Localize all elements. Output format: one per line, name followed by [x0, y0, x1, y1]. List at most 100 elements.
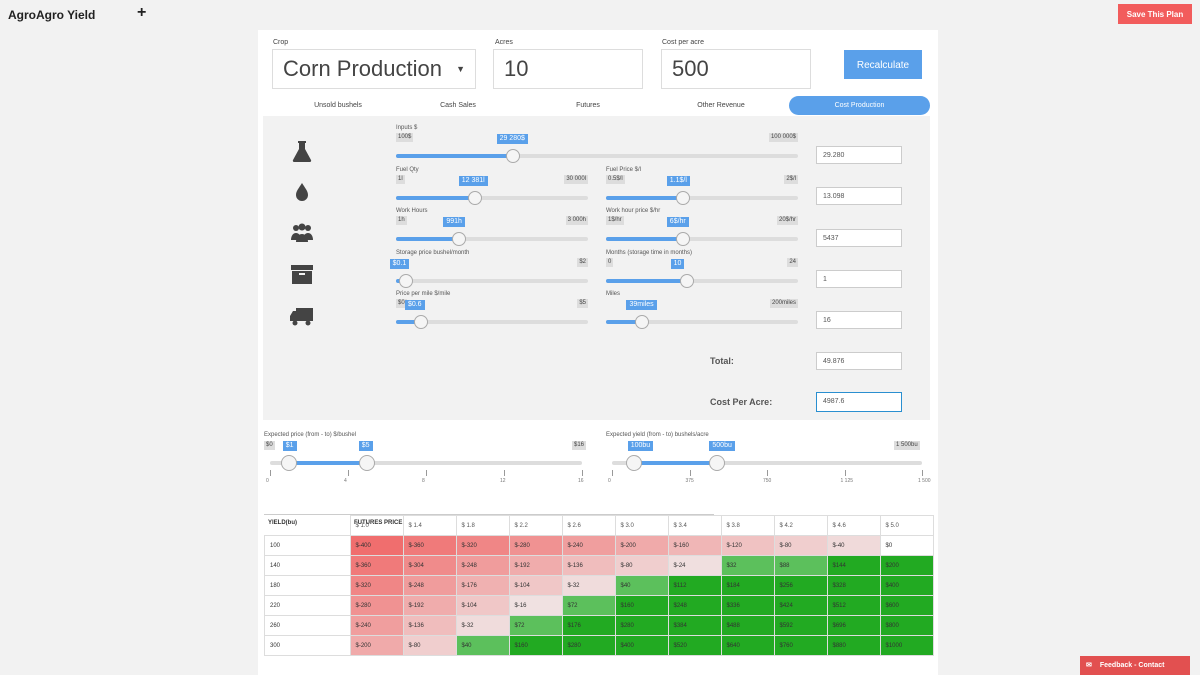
feedback-contact-button[interactable]: ✉ Feedback - Contact	[1080, 656, 1190, 675]
cost-per-acre-field[interactable]: 4987.6	[816, 392, 902, 412]
tab-cash-sales[interactable]: Cash Sales	[440, 102, 476, 109]
acres-input[interactable]: 10	[493, 49, 643, 89]
expected-price-tick-label: 12	[500, 478, 506, 484]
expected-price-tick-label: 8	[422, 478, 425, 484]
expected-yield-from-handle[interactable]	[625, 455, 642, 471]
expected-yield-tick	[922, 470, 923, 476]
top-bar: AgroAgro Yield + Save This Plan	[0, 0, 1200, 30]
fuel-total-field[interactable]: 13.098	[816, 187, 902, 205]
work-total-field[interactable]: 5437	[816, 229, 902, 247]
expected-price-to-handle[interactable]	[358, 455, 375, 471]
expected-price-to-value: $5	[358, 441, 373, 451]
total-field[interactable]: 49.876	[816, 352, 902, 370]
profit-cell: $-248	[455, 555, 510, 576]
expected-price-tick-label: 4	[344, 478, 347, 484]
miles-slider-handle[interactable]	[635, 315, 650, 329]
miles-track	[606, 320, 798, 324]
miles-fill	[606, 320, 643, 324]
profit-cell: $-16	[508, 595, 563, 616]
fuel-price-slider-handle[interactable]	[675, 191, 690, 205]
inputs-total-field[interactable]: 29.280	[816, 146, 902, 164]
mile-price-fill	[396, 320, 421, 324]
profit-cell: $-320	[349, 575, 404, 596]
expected-yield-tick	[844, 470, 846, 476]
expected-yield-max: 1 500bu	[894, 441, 920, 450]
expected-yield-from-value: 100bu	[627, 441, 654, 451]
price-header-cell: $ 3.4	[667, 515, 722, 536]
expected-yield-tick-label: 375	[685, 478, 694, 484]
expected-yield-tick	[612, 470, 613, 476]
storage-total-field[interactable]: 1	[816, 270, 902, 288]
yield-cell: 100	[264, 535, 351, 556]
profit-cell: $488	[720, 615, 775, 636]
truck-icon	[290, 308, 313, 326]
transport-total-field[interactable]: 16	[816, 311, 902, 329]
profit-cell: $800	[879, 615, 934, 636]
profit-cell: $520	[667, 635, 722, 656]
add-plan-button[interactable]: +	[137, 4, 147, 21]
cost-per-acre-input[interactable]: 500	[661, 49, 811, 89]
inputs-value: 29 280$	[496, 134, 528, 144]
storage-price-slider-handle[interactable]	[398, 274, 413, 288]
profit-cell: $280	[561, 635, 616, 656]
profit-cell: $256	[773, 575, 828, 596]
profit-cell: $-240	[349, 615, 404, 636]
profit-cell: $600	[879, 595, 934, 616]
expected-yield-tick-label: 1 125	[840, 478, 854, 484]
inputs-slider-handle[interactable]	[505, 149, 520, 163]
tab-unsold-bushels[interactable]: Unsold bushels	[314, 102, 362, 109]
profit-cell: $-32	[561, 575, 616, 596]
expected-price-tick-label: 16	[578, 478, 584, 484]
expected-yield-label: Expected yield (from - to) bushels/acre	[606, 432, 709, 438]
recalculate-button[interactable]: Recalculate	[844, 50, 922, 79]
work-hours-label: Work Hours	[396, 208, 428, 214]
drop-icon	[296, 183, 308, 201]
expected-price-tick	[582, 470, 583, 476]
expected-yield-tick-label: 750	[763, 478, 772, 484]
profit-cell: $-192	[402, 595, 457, 616]
price-header-row: $ 1.0 $ 1.4 $ 1.8 $ 2.2 $ 2.6 $ 3.0 $ 3.4 $ 3.8…	[264, 515, 934, 536]
profit-cell: $-200	[349, 635, 404, 656]
expected-price-max: $16	[572, 441, 587, 450]
profit-cell: $400	[614, 635, 669, 656]
work-price-track	[606, 237, 798, 241]
tab-futures[interactable]: Futures	[576, 102, 600, 109]
storage-price-value: $0.1	[389, 259, 410, 269]
yield-cell: 300	[264, 635, 351, 656]
table-row: 220 $-280 $-192 $-104 $-16 $72 $160 $248 $336 $42…	[264, 595, 934, 616]
expected-yield-fill	[633, 461, 718, 465]
price-header-cell: $ 3.8	[720, 515, 775, 536]
profit-cell: $-32	[455, 615, 510, 636]
expected-price-tick	[348, 470, 349, 476]
months-value: 10	[670, 259, 685, 269]
expected-yield-to-handle[interactable]	[709, 455, 726, 471]
work-hours-slider-handle[interactable]	[452, 232, 467, 246]
profit-cell: $40	[614, 575, 669, 596]
profit-cell: $-192	[508, 555, 563, 576]
expected-price-from-handle[interactable]	[280, 455, 297, 471]
profit-cell: $32	[720, 555, 775, 576]
profit-cell: $72	[561, 595, 616, 616]
yield-cell: 260	[264, 615, 351, 636]
fuel-qty-fill	[396, 196, 475, 200]
expected-price-from-value: $1	[282, 441, 297, 451]
mile-price-min: $0	[396, 299, 407, 308]
crop-select[interactable]: Corn Production ▼	[272, 49, 476, 89]
mile-price-track	[396, 320, 588, 324]
yield-cell: 220	[264, 595, 351, 616]
tab-other-revenue[interactable]: Other Revenue	[697, 102, 745, 109]
table-row: 140 $-360 $-304 $-248 $-192 $-136 $-80 $-24 $32 $…	[264, 555, 934, 576]
work-price-slider-handle[interactable]	[675, 232, 690, 246]
work-price-fill	[606, 237, 683, 241]
fuel-qty-max: 30 000l	[564, 175, 588, 184]
save-plan-button[interactable]: Save This Plan	[1118, 4, 1192, 24]
app-title: AgroAgro Yield	[8, 8, 96, 22]
profit-cell: $400	[879, 575, 934, 596]
mile-price-slider-handle[interactable]	[413, 315, 428, 329]
crop-label: Crop	[273, 39, 289, 46]
months-slider-handle[interactable]	[679, 274, 694, 288]
fuel-qty-slider-handle[interactable]	[467, 191, 482, 205]
months-track	[606, 279, 798, 283]
storage-price-track	[396, 279, 588, 283]
tab-cost-production[interactable]: Cost Production	[789, 96, 930, 115]
